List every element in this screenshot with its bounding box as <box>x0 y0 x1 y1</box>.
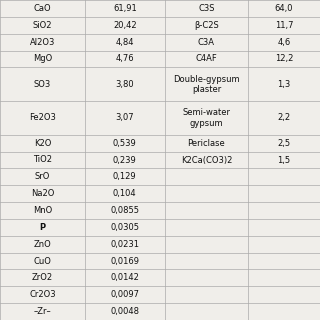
Text: 20,42: 20,42 <box>113 21 137 30</box>
Text: 0,0231: 0,0231 <box>110 240 139 249</box>
Text: C3S: C3S <box>198 4 215 13</box>
Text: K2Ca(CO3)2: K2Ca(CO3)2 <box>181 156 232 164</box>
Text: ZrO2: ZrO2 <box>32 273 53 282</box>
Text: C3A: C3A <box>198 38 215 47</box>
Text: P: P <box>39 223 45 232</box>
Text: 0,0097: 0,0097 <box>110 290 139 299</box>
Text: Double-gypsum
plaster: Double-gypsum plaster <box>173 75 240 94</box>
Text: 0,239: 0,239 <box>113 156 137 164</box>
Text: SO3: SO3 <box>34 80 51 89</box>
Text: Al2O3: Al2O3 <box>30 38 55 47</box>
Text: CuO: CuO <box>34 257 51 266</box>
Text: 1,5: 1,5 <box>277 156 291 164</box>
Text: 1,3: 1,3 <box>277 80 291 89</box>
Text: –Zr–: –Zr– <box>34 307 51 316</box>
Text: 0,0169: 0,0169 <box>110 257 139 266</box>
Text: 0,0048: 0,0048 <box>110 307 139 316</box>
Text: 0,129: 0,129 <box>113 172 137 181</box>
Text: 4,76: 4,76 <box>116 54 134 63</box>
Text: Semi-water
gypsum: Semi-water gypsum <box>182 108 230 128</box>
Text: K2O: K2O <box>34 139 51 148</box>
Text: Periclase: Periclase <box>188 139 225 148</box>
Text: CaO: CaO <box>34 4 51 13</box>
Text: 0,539: 0,539 <box>113 139 137 148</box>
Text: Fe2O3: Fe2O3 <box>29 113 56 122</box>
Text: Cr2O3: Cr2O3 <box>29 290 56 299</box>
Text: MnO: MnO <box>33 206 52 215</box>
Text: MgO: MgO <box>33 54 52 63</box>
Text: Na2O: Na2O <box>31 189 54 198</box>
Text: 2,5: 2,5 <box>277 139 291 148</box>
Text: 64,0: 64,0 <box>275 4 293 13</box>
Text: 3,07: 3,07 <box>116 113 134 122</box>
Text: 3,80: 3,80 <box>116 80 134 89</box>
Text: 61,91: 61,91 <box>113 4 137 13</box>
Text: 0,104: 0,104 <box>113 189 137 198</box>
Text: 4,84: 4,84 <box>116 38 134 47</box>
Text: 2,2: 2,2 <box>277 113 291 122</box>
Text: 4,6: 4,6 <box>277 38 291 47</box>
Text: SiO2: SiO2 <box>33 21 52 30</box>
Text: SrO: SrO <box>35 172 50 181</box>
Text: ZnO: ZnO <box>34 240 51 249</box>
Text: β-C2S: β-C2S <box>194 21 219 30</box>
Text: 0,0855: 0,0855 <box>110 206 139 215</box>
Text: TiO2: TiO2 <box>33 156 52 164</box>
Text: 11,7: 11,7 <box>275 21 293 30</box>
Text: 0,0142: 0,0142 <box>110 273 139 282</box>
Text: C4AF: C4AF <box>196 54 217 63</box>
Text: 12,2: 12,2 <box>275 54 293 63</box>
Text: 0,0305: 0,0305 <box>110 223 139 232</box>
